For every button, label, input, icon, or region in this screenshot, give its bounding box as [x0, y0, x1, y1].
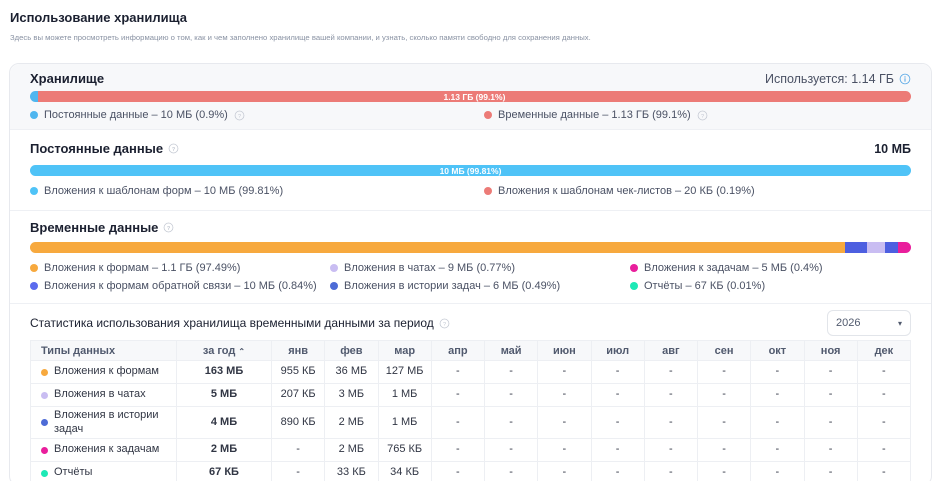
- svg-text:?: ?: [172, 147, 176, 153]
- svg-text:?: ?: [701, 113, 704, 119]
- svg-text:?: ?: [238, 113, 241, 119]
- svg-text:?: ?: [167, 226, 171, 232]
- svg-text:?: ?: [443, 321, 446, 327]
